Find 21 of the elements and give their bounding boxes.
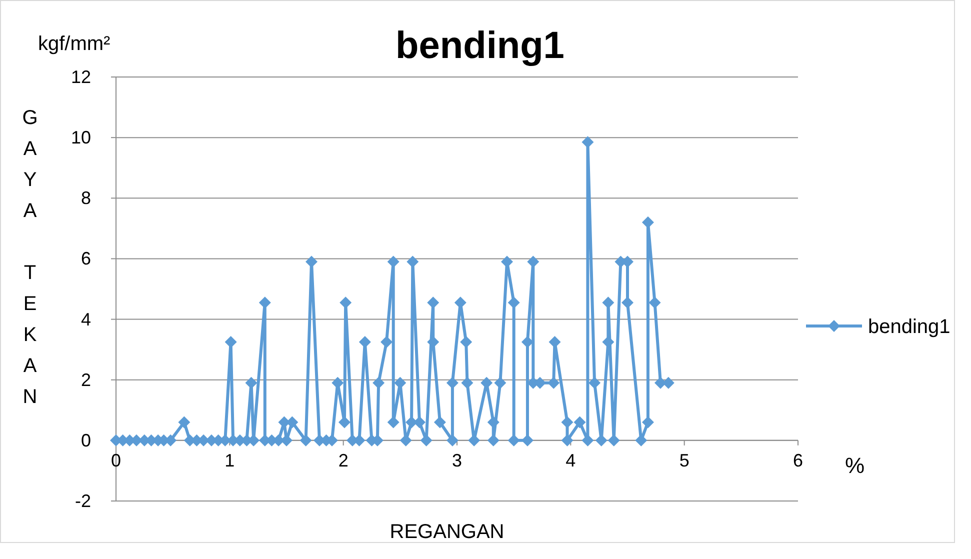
text: % — [845, 453, 865, 478]
x-tick-label: 0 — [110, 450, 122, 470]
x-tick-label: 6 — [792, 450, 804, 470]
text: kgf/mm² — [38, 33, 111, 55]
y-tick-label: -2 — [74, 491, 91, 511]
x-tick-label: 3 — [452, 450, 462, 470]
y-tick-label: 8 — [80, 188, 91, 208]
x-tick-label: 1 — [224, 450, 235, 470]
y-tick-label: 12 — [70, 67, 91, 87]
x-tick-label: 5 — [679, 450, 690, 470]
x-tick-label: 2 — [338, 450, 348, 470]
y-tick-label: 2 — [80, 370, 91, 390]
legend-label: bending1 — [868, 316, 950, 338]
y-tick-label: 0 — [80, 430, 91, 450]
x-axis-title: REGANGAN — [390, 521, 504, 543]
chart-title: bending1 — [396, 25, 564, 67]
text: GAYA TEKAN — [22, 107, 38, 408]
y-tick-label: 4 — [80, 309, 91, 330]
y-tick-label: 6 — [80, 248, 91, 269]
y-tick-label: 10 — [70, 128, 91, 148]
x-tick-label: 4 — [566, 450, 576, 470]
